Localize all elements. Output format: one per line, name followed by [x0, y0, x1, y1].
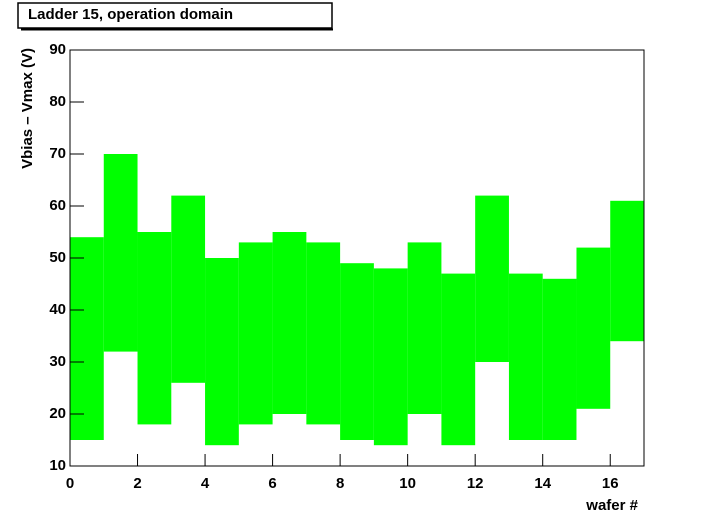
- x-tick-label: 8: [336, 475, 344, 492]
- range-bar: [475, 195, 509, 362]
- y-tick-label: 40: [49, 301, 66, 318]
- range-bar: [441, 273, 476, 446]
- range-bar: [70, 237, 104, 440]
- x-tick-label: 4: [201, 475, 210, 492]
- range-bar: [542, 278, 577, 440]
- y-tick-label: 20: [49, 405, 66, 422]
- chart-title: Ladder 15, operation domain: [28, 6, 233, 23]
- x-tick-label: 2: [133, 475, 141, 492]
- range-bar: [373, 268, 408, 446]
- x-axis-label: wafer #: [585, 497, 638, 514]
- y-tick-label: 80: [49, 93, 66, 110]
- range-bar: [205, 258, 239, 446]
- y-tick-label: 60: [49, 197, 66, 214]
- range-bar: [576, 247, 611, 409]
- range-bar: [238, 242, 273, 425]
- title-box: [17, 2, 333, 29]
- y-tick-label: 30: [49, 353, 66, 370]
- x-tick-label: 0: [66, 475, 74, 492]
- range-bar: [508, 273, 543, 440]
- x-tick-label: 16: [602, 475, 619, 492]
- y-axis-label: Vbias – Vmax (V): [19, 48, 36, 169]
- range-bar: [103, 154, 138, 352]
- range-bar: [407, 242, 442, 414]
- x-tick-label: 14: [534, 475, 551, 492]
- range-bar: [137, 232, 172, 425]
- y-tick-label: 70: [49, 145, 66, 162]
- x-tick-label: 6: [268, 475, 276, 492]
- range-bar: [306, 242, 341, 425]
- range-bar: [610, 200, 644, 342]
- range-bar: [272, 232, 307, 414]
- y-tick-label: 90: [49, 41, 66, 58]
- range-bar: [340, 263, 374, 440]
- x-tick-label: 12: [467, 475, 484, 492]
- x-tick-label: 10: [399, 475, 416, 492]
- y-tick-label: 10: [49, 457, 66, 474]
- y-tick-label: 50: [49, 249, 66, 266]
- range-bar: [171, 195, 206, 383]
